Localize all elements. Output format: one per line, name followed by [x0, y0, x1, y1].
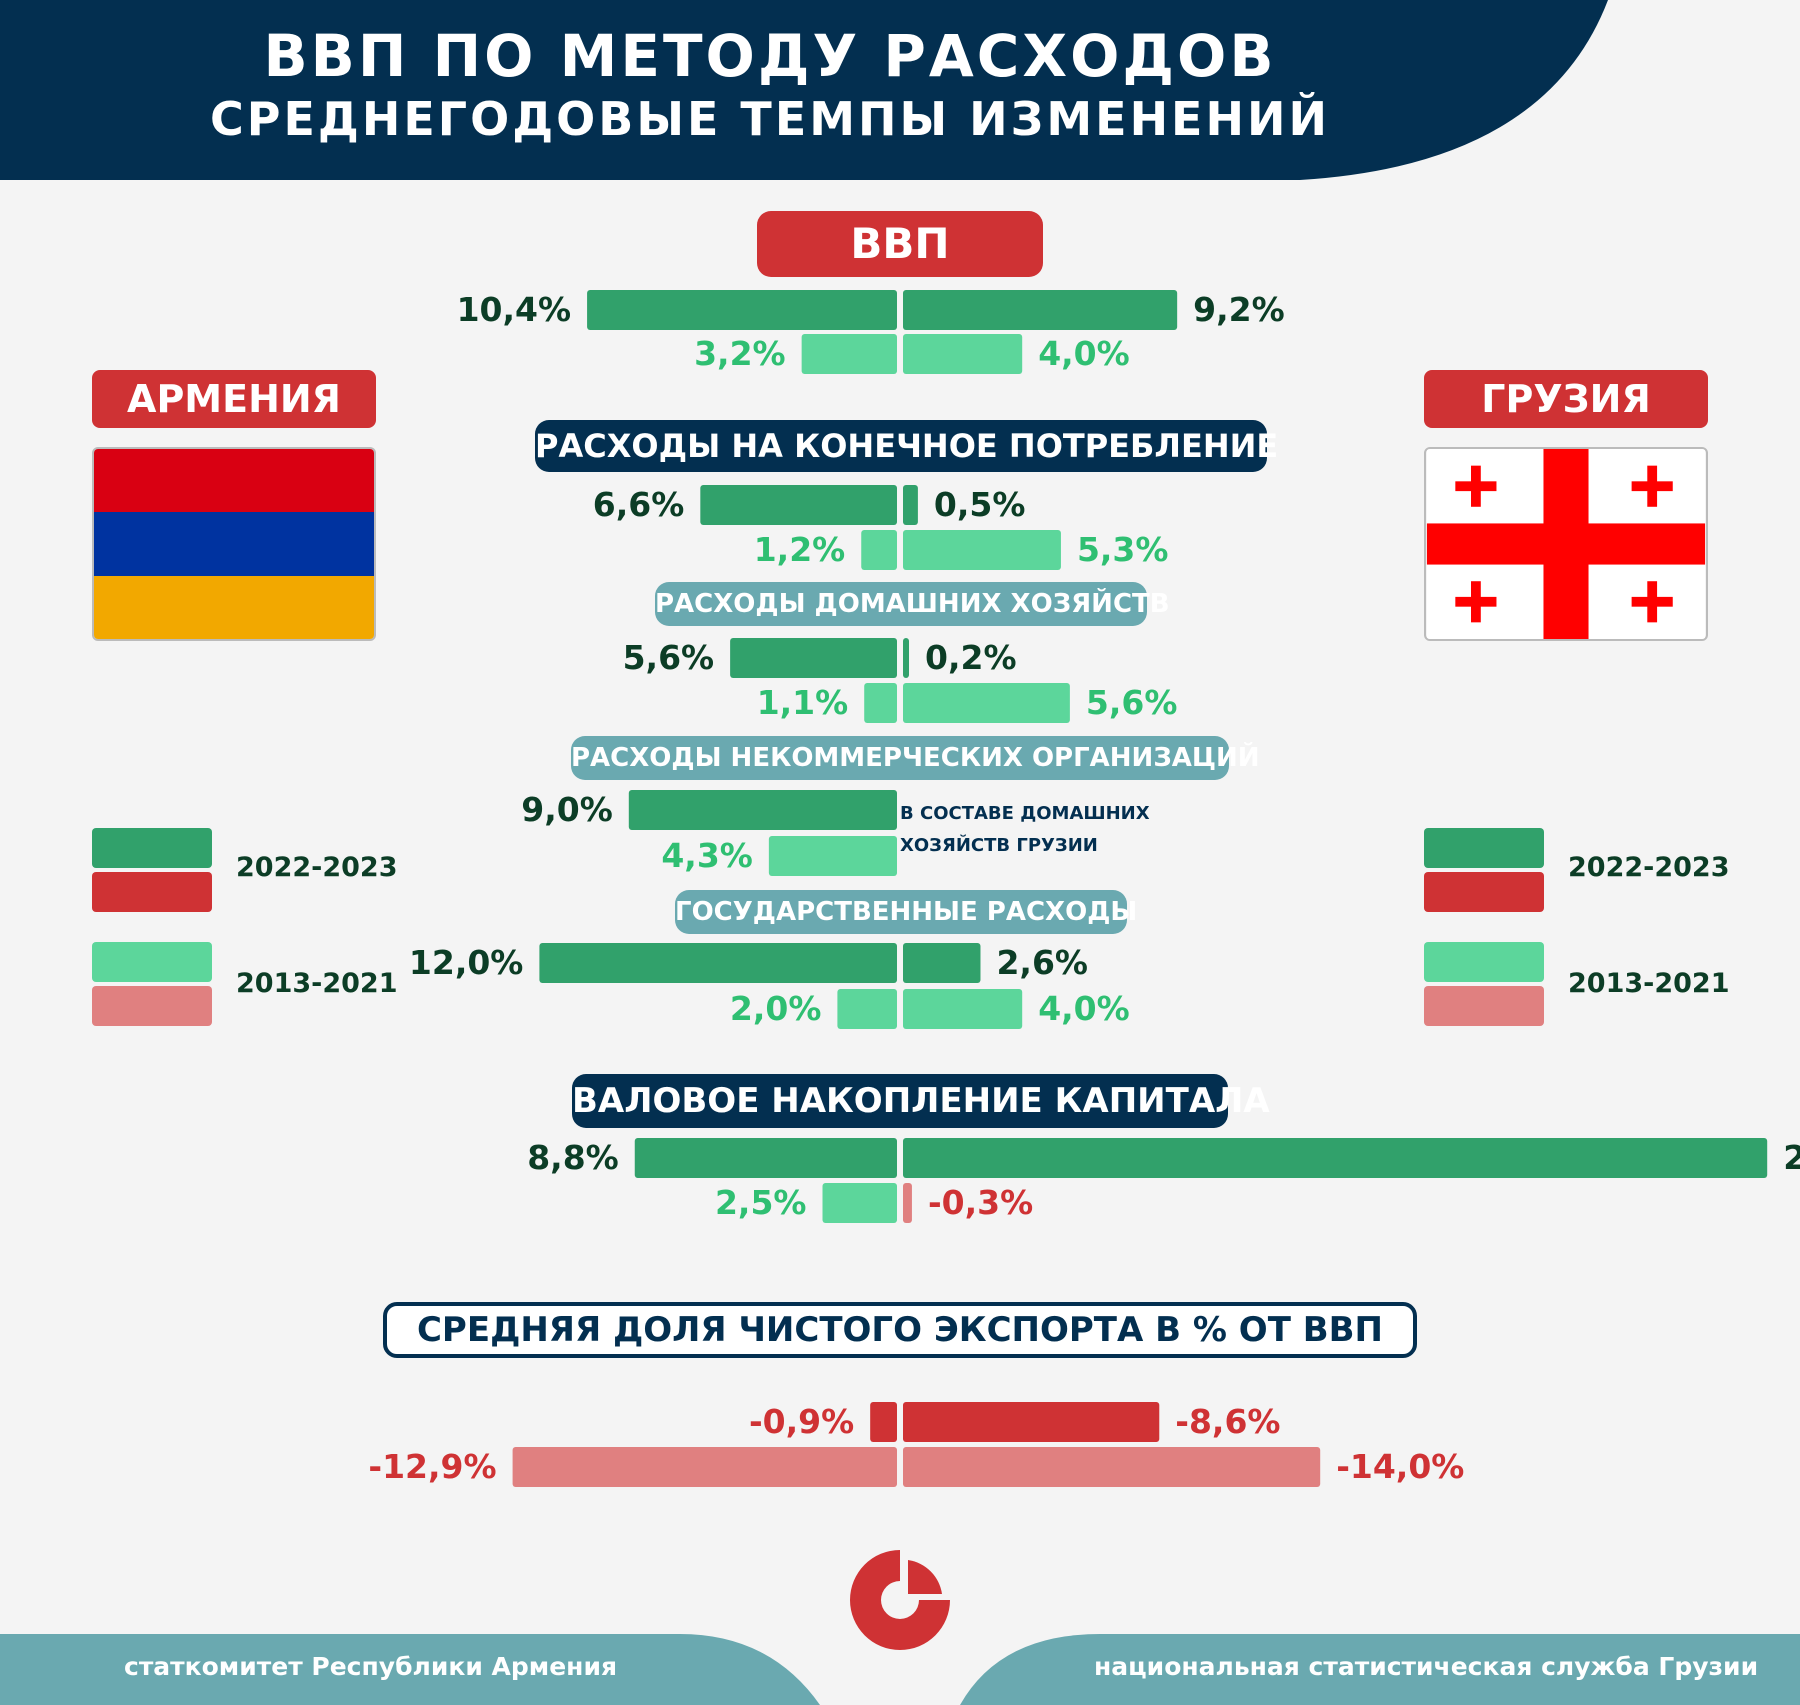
value-label-georgia-past-2: 5,6% — [1086, 683, 1178, 722]
section-title-final-consumption: РАСХОДЫ НА КОНЕЧНОЕ ПОТРЕБЛЕНИЕ — [535, 420, 1278, 472]
bar-armenia-past-6 — [512, 1447, 897, 1487]
legend-swatch-light-green — [1424, 942, 1544, 982]
bar-armenia-past-5 — [822, 1183, 897, 1223]
nonprofit-note-line1: В СОСТАВЕ ДОМАШНИХ — [900, 803, 1150, 824]
value-label-georgia-recent-2: 0,2% — [925, 638, 1017, 677]
bar-georgia-past-2 — [903, 683, 1070, 723]
ring-logo-icon — [850, 1550, 950, 1650]
value-label-georgia-past-6: -14,0% — [1336, 1447, 1464, 1486]
header-banner — [0, 0, 1608, 180]
value-label-georgia-past-0: 4,0% — [1038, 334, 1130, 373]
value-label-georgia-past-1: 5,3% — [1077, 530, 1169, 569]
source-armenia: статкомитет Республики Армения — [124, 1652, 618, 1681]
bar-armenia-past-2 — [864, 683, 897, 723]
bar-georgia-past-5 — [903, 1183, 912, 1223]
value-label-armenia-past-6: -12,9% — [368, 1447, 496, 1486]
legend-label-recent: 2022-2023 — [236, 852, 398, 883]
bar-armenia-recent-2 — [730, 638, 897, 678]
legend-label-recent: 2022-2023 — [1568, 852, 1730, 883]
value-label-armenia-past-4: 2,0% — [730, 989, 822, 1028]
value-label-georgia-past-4: 4,0% — [1038, 989, 1130, 1028]
footer-shapes — [0, 1634, 1800, 1705]
bar-armenia-recent-3 — [628, 790, 897, 830]
section-title-nonprofit-spending: РАСХОДЫ НЕКОММЕРЧЕСКИХ ОРГАНИЗАЦИЙ — [571, 736, 1260, 780]
legend-swatch-red — [1424, 872, 1544, 912]
legend-label-past: 2013-2021 — [1568, 968, 1730, 999]
value-label-armenia-past-2: 1,1% — [757, 683, 849, 722]
value-label-armenia-past-1: 1,2% — [754, 530, 846, 569]
bar-armenia-past-0 — [801, 334, 897, 374]
bar-georgia-recent-1 — [903, 485, 918, 525]
georgia-flag-icon — [1424, 447, 1708, 641]
page-subtitle: СРЕДНЕГОДОВЫЕ ТЕМПЫ ИЗМЕНЕНИЙ — [210, 92, 1330, 146]
bar-armenia-recent-4 — [539, 943, 897, 983]
bar-georgia-recent-4 — [903, 943, 981, 983]
page-title: ВВП ПО МЕТОДУ РАСХОДОВ — [263, 22, 1277, 90]
value-label-georgia-recent-4: 2,6% — [996, 943, 1088, 982]
section-title-household-spending: РАСХОДЫ ДОМАШНИХ ХОЗЯЙСТВ — [655, 582, 1170, 626]
value-label-armenia-recent-1: 6,6% — [593, 485, 685, 524]
value-label-armenia-recent-5: 8,8% — [527, 1138, 619, 1177]
source-georgia: национальная статистическая служба Грузи… — [1094, 1652, 1759, 1681]
value-label-armenia-past-3: 4,3% — [661, 836, 753, 875]
value-label-georgia-recent-1: 0,5% — [934, 485, 1026, 524]
value-label-armenia-past-5: 2,5% — [715, 1183, 807, 1222]
value-label-armenia-past-0: 3,2% — [694, 334, 786, 373]
value-label-armenia-recent-4: 12,0% — [409, 943, 524, 982]
section-title-capital-formation: ВАЛОВОЕ НАКОПЛЕНИЕ КАПИТАЛА — [572, 1074, 1270, 1128]
bar-armenia-recent-5 — [634, 1138, 897, 1178]
bar-georgia-past-4 — [903, 989, 1023, 1029]
bar-armenia-past-4 — [837, 989, 897, 1029]
bar-georgia-recent-6 — [903, 1402, 1160, 1442]
armenia-flag-icon — [92, 447, 376, 641]
bar-georgia-recent-0 — [903, 290, 1178, 330]
value-label-armenia-recent-3: 9,0% — [521, 790, 613, 829]
value-label-armenia-recent-2: 5,6% — [623, 638, 715, 677]
bar-georgia-past-0 — [903, 334, 1023, 374]
value-label-georgia-recent-6: -8,6% — [1175, 1402, 1280, 1441]
nonprofit-note-line2: ХОЗЯЙСТВ ГРУЗИИ — [900, 835, 1098, 856]
nonprofit-note: В СОСТАВЕ ДОМАШНИХ ХОЗЯЙСТВ ГРУЗИИ — [900, 798, 1150, 862]
bar-armenia-past-1 — [861, 530, 897, 570]
country-label-georgia: ГРУЗИЯ — [1424, 370, 1708, 428]
bar-georgia-past-6 — [903, 1447, 1321, 1487]
bar-georgia-recent-2 — [903, 638, 909, 678]
legend-label-past: 2013-2021 — [236, 968, 398, 999]
bar-georgia-past-1 — [903, 530, 1061, 570]
section-title-government-spending: ГОСУДАРСТВЕННЫЕ РАСХОДЫ — [675, 890, 1137, 934]
bar-armenia-recent-0 — [587, 290, 897, 330]
section-title-gdp: ВВП — [757, 211, 1043, 277]
bar-armenia-recent-1 — [700, 485, 897, 525]
bar-armenia-recent-6 — [870, 1402, 897, 1442]
value-label-armenia-recent-0: 10,4% — [457, 290, 572, 329]
legend-swatch-light-green — [92, 942, 212, 982]
section-title-net-exports: СРЕДНЯЯ ДОЛЯ ЧИСТОГО ЭКСПОРТА В % ОТ ВВП — [383, 1302, 1417, 1358]
value-label-armenia-recent-6: -0,9% — [749, 1402, 854, 1441]
bar-armenia-past-3 — [768, 836, 897, 876]
value-label-georgia-recent-0: 9,2% — [1193, 290, 1285, 329]
value-label-georgia-recent-5: 29,0% — [1783, 1138, 1800, 1177]
bar-georgia-recent-5 — [903, 1138, 1768, 1178]
legend-swatch-dark-green — [92, 828, 212, 868]
legend-swatch-dark-green — [1424, 828, 1544, 868]
legend-swatch-light-red — [1424, 986, 1544, 1026]
country-label-armenia: АРМЕНИЯ — [92, 370, 376, 428]
value-label-georgia-past-5: -0,3% — [928, 1183, 1033, 1222]
legend-swatch-red — [92, 872, 212, 912]
legend-swatch-light-red — [92, 986, 212, 1026]
